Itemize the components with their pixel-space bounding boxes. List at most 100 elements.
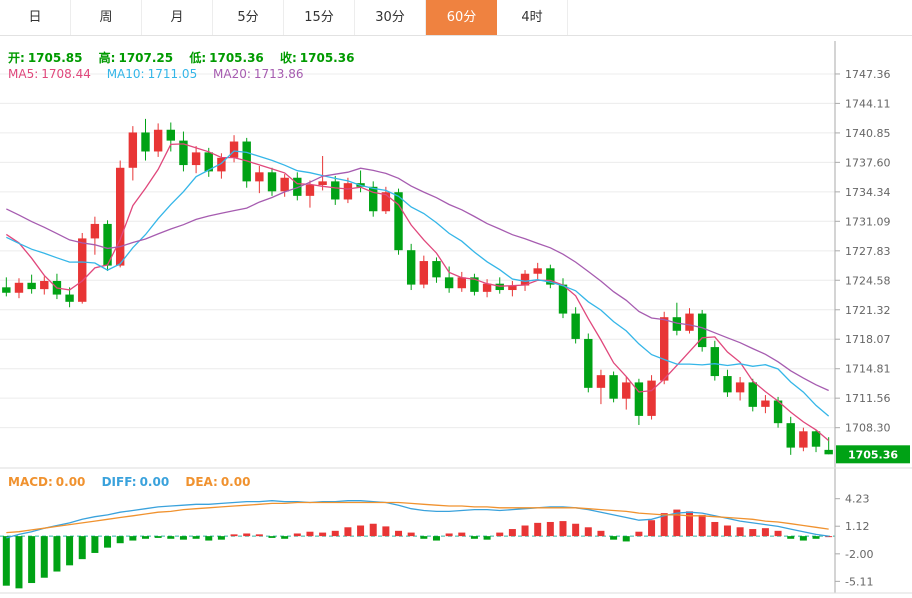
candle-body xyxy=(470,277,479,292)
interval-tabbar: 日周月 5分 15分 30分 60分 4时 xyxy=(0,0,912,36)
candle-body xyxy=(723,376,732,393)
ma20-line xyxy=(6,167,829,392)
macd-hist-bar xyxy=(597,530,605,537)
candle-body xyxy=(369,186,378,212)
tab-day[interactable]: 日 xyxy=(0,0,71,35)
tab-m60[interactable]: 60分 xyxy=(426,0,497,35)
macd-hist-bar xyxy=(736,527,744,537)
candle-body xyxy=(799,431,808,448)
macd-hist-bar xyxy=(91,536,99,553)
macd-hist-bar xyxy=(610,536,618,540)
macd-hist-bar xyxy=(546,521,554,537)
candle-body xyxy=(217,157,226,172)
candle-body xyxy=(141,132,150,152)
macd-hist-bar xyxy=(407,532,415,537)
macd-hist-bar xyxy=(28,536,36,584)
tab-week[interactable]: 周 xyxy=(71,0,142,35)
tab-h4[interactable]: 4时 xyxy=(497,0,568,35)
candle-body xyxy=(406,250,416,285)
candle-body xyxy=(27,282,36,290)
macd-hist-bar xyxy=(572,523,580,537)
price-axis-label: 1724.58 xyxy=(845,274,891,287)
candle-body xyxy=(773,400,783,424)
close-label: 收: xyxy=(279,51,297,65)
candle-body xyxy=(508,285,517,291)
candlestick-macd-chart[interactable]: 1747.36 1744.11 1740.85 1737.60 1734.34 1731.… xyxy=(0,36,912,598)
candle-body xyxy=(40,280,49,290)
macd-hist-bar xyxy=(179,536,187,540)
dea-line xyxy=(6,501,829,534)
ma10-line xyxy=(6,150,830,417)
macd-hist-bar xyxy=(470,536,478,539)
candle-body xyxy=(204,152,213,172)
macd-hist-bar xyxy=(787,536,795,539)
candle-body xyxy=(318,181,327,185)
macd-axis-label: -2.00 xyxy=(845,548,873,561)
dea-label: DEA: xyxy=(185,475,218,489)
price-axis-label: 1737.60 xyxy=(845,156,891,169)
macd-hist-bar xyxy=(508,529,516,537)
candle-body xyxy=(533,268,542,274)
diff-label: DIFF: xyxy=(101,475,137,489)
candle-body xyxy=(343,183,353,200)
macd-hist-bar xyxy=(167,536,175,539)
candle-body xyxy=(685,313,694,331)
ma5-line xyxy=(5,143,830,442)
macd-hist-bar xyxy=(622,536,630,542)
candle-body xyxy=(761,400,770,407)
tab-month[interactable]: 月 xyxy=(142,0,213,35)
low-value: 1705.36 xyxy=(209,51,264,65)
price-axis-label: 1718.07 xyxy=(845,333,891,346)
macd-hist-bar xyxy=(711,521,719,537)
price-axis-label: 1708.30 xyxy=(845,422,891,435)
macd-hist-bar xyxy=(458,532,466,537)
macd-hist-bar xyxy=(255,534,263,537)
dea-value: 0.00 xyxy=(220,475,251,489)
ohlc-info: 开: 1705.85 高: 1707.25 低: 1705.36 收: 1705.36 xyxy=(8,49,366,66)
candle-body xyxy=(166,129,175,141)
candle-body xyxy=(432,261,441,278)
candle-body xyxy=(153,129,163,152)
candle-body xyxy=(647,380,656,416)
macd-hist-bar xyxy=(369,523,377,537)
macd-hist-bar xyxy=(78,536,86,560)
macd-hist-bar xyxy=(230,534,238,537)
tab-m15[interactable]: 15分 xyxy=(284,0,355,35)
ma10-label: MA10: xyxy=(106,67,145,81)
open-label: 开: xyxy=(8,51,25,65)
ma20-label: MA20: xyxy=(213,67,251,81)
candle-body xyxy=(305,184,315,196)
macd-hist-bar xyxy=(559,521,567,537)
price-axis-label: 1731.09 xyxy=(845,215,891,228)
macd-hist-bar xyxy=(141,536,149,539)
candle-body xyxy=(748,382,757,407)
candle-body xyxy=(672,317,682,331)
candle-body xyxy=(457,277,466,289)
macd-hist-bar xyxy=(686,511,694,537)
macd-hist-bar xyxy=(357,525,365,537)
candle-body xyxy=(2,287,11,293)
candle-body xyxy=(811,431,821,447)
tab-m5[interactable]: 5分 xyxy=(213,0,284,35)
macd-hist-bar xyxy=(243,533,251,537)
candle-body xyxy=(824,449,833,455)
macd-hist-bar xyxy=(116,536,124,544)
macd-hist-bar xyxy=(382,526,390,537)
candle-body xyxy=(584,338,593,388)
macd-hist-bar xyxy=(521,525,529,537)
candle-body xyxy=(115,167,125,266)
macd-hist-bar xyxy=(799,536,807,541)
macd-hist-bar xyxy=(53,536,61,572)
candle-body xyxy=(520,273,530,286)
candle-body xyxy=(697,313,707,348)
macd-hist-bar xyxy=(319,532,327,537)
tab-m30[interactable]: 30分 xyxy=(355,0,426,35)
current-price-text: 1705.36 xyxy=(848,448,898,461)
candle-body xyxy=(331,181,340,200)
macd-hist-bar xyxy=(395,530,403,537)
candle-body xyxy=(65,294,74,302)
candle-body xyxy=(191,152,201,166)
candle-body xyxy=(571,313,580,339)
candle-body xyxy=(14,282,24,293)
macd-axis-label: 4.23 xyxy=(845,493,870,506)
